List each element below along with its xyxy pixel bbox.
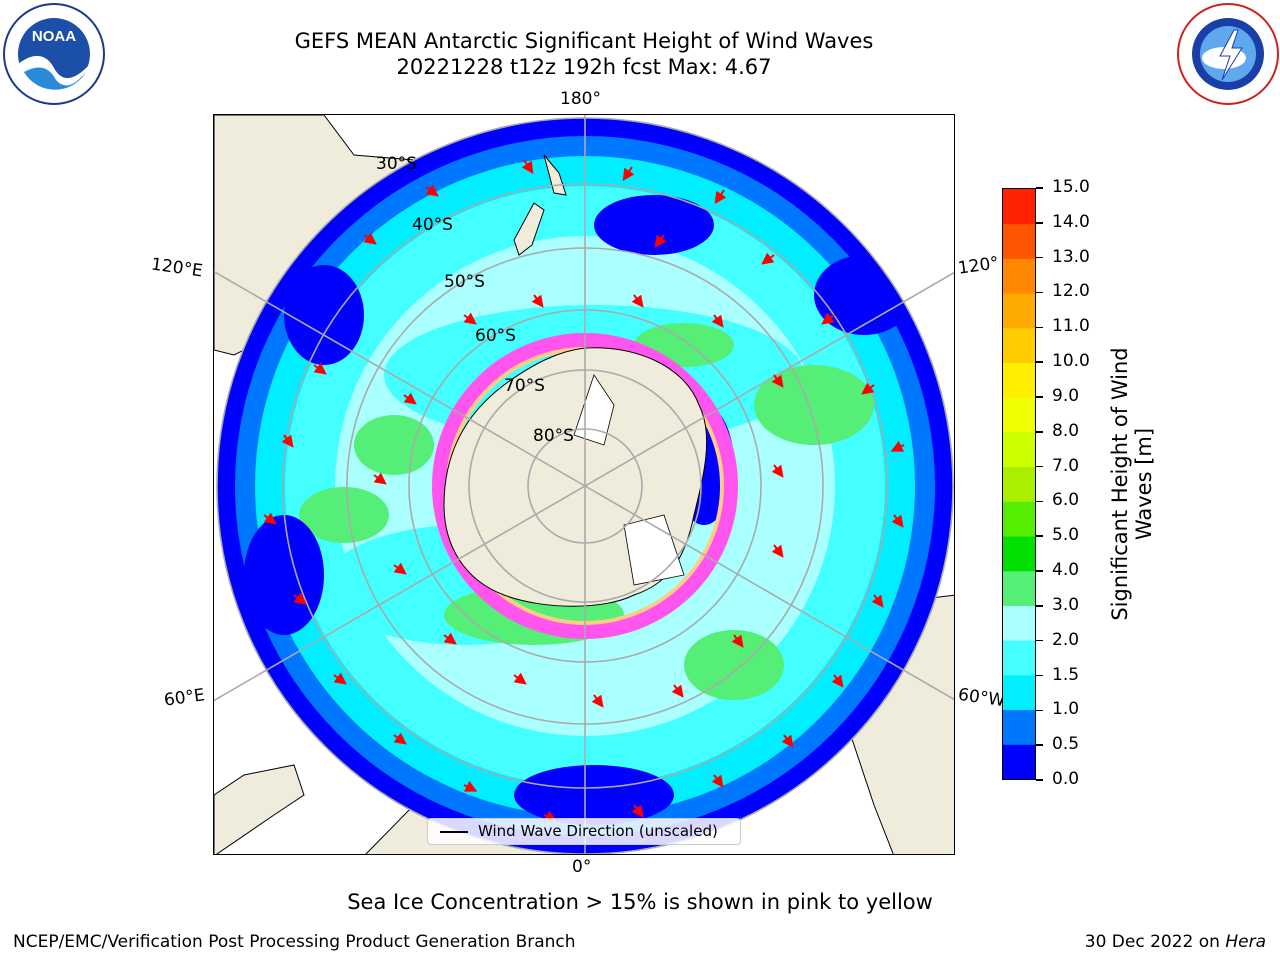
lon-label-120e: 120°E (149, 254, 204, 282)
footer-credit: NCEP/EMC/Verification Post Processing Pr… (13, 932, 576, 952)
colorbar-tick (1036, 396, 1043, 398)
colorbar-tick-label: 1.5 (1052, 664, 1080, 685)
colorbar-segment (1003, 570, 1035, 606)
colorbar-tick-label: 8.0 (1052, 420, 1080, 441)
sea-ice-note: Sea Ice Concentration > 15% is shown in … (347, 890, 933, 914)
lon-label-120w: 120° (956, 253, 1001, 279)
footer-date: 30 Dec 2022 on Hera (1085, 932, 1266, 952)
colorbar-tick (1036, 431, 1043, 433)
colorbar-tick (1036, 639, 1043, 642)
new-zealand-land (513, 154, 567, 256)
colorbar (1002, 188, 1036, 780)
wind-wave-arrows (263, 159, 905, 822)
colorbar-tick (1036, 744, 1043, 746)
legend-line-icon (440, 831, 468, 833)
lon-label-60e: 60°E (162, 685, 207, 711)
colorbar-tick-label: 11.0 (1052, 316, 1090, 337)
lat-label-60s: 60°S (475, 326, 516, 346)
footer-date-text: 30 Dec 2022 on (1084, 932, 1226, 952)
colorbar-tick-label: 6.0 (1052, 490, 1080, 511)
colorbar-segment (1003, 709, 1035, 745)
noaa-logo-icon: NOAA (3, 3, 105, 105)
colorbar-tick (1036, 222, 1043, 224)
colorbar-tick-label: 10.0 (1052, 351, 1090, 372)
weddell-ice-shelf (623, 514, 685, 586)
colorbar-tick-label: 5.0 (1052, 525, 1080, 546)
lon-label-60w: 60°W (956, 684, 1007, 712)
noaa-logo-text: NOAA (32, 28, 76, 45)
colorbar-segment (1003, 501, 1035, 537)
colorbar-tick (1036, 326, 1043, 329)
colorbar-segment (1003, 223, 1035, 259)
colorbar-tick-label: 3.0 (1052, 594, 1080, 615)
colorbar-tick (1036, 779, 1043, 781)
colorbar-tick-label: 0.5 (1052, 734, 1080, 755)
colorbar-segment (1003, 431, 1035, 468)
lat-label-30s: 30°S (376, 154, 417, 174)
colorbar-tick (1036, 291, 1043, 294)
colorbar-segment (1003, 327, 1035, 364)
colorbar-tick-label: 12.0 (1052, 281, 1090, 302)
colorbar-segment (1003, 536, 1035, 572)
colorbar-segment (1003, 640, 1035, 676)
map-subtitle: 20221228 t12z 192h fcst Max: 4.67 (396, 55, 772, 79)
map-title: GEFS MEAN Antarctic Significant Height o… (294, 29, 874, 53)
national-weather-service-logo-icon (1177, 3, 1279, 105)
legend-label: Wind Wave Direction (unscaled) (478, 822, 718, 840)
map-canvas: 30°S 40°S 50°S 60°S 70°S 80°S (214, 115, 954, 854)
colorbar-tick-label: 1.0 (1052, 699, 1080, 720)
colorbar-segment (1003, 362, 1035, 398)
footer-machine: Hera (1225, 932, 1266, 952)
colorbar-tick (1036, 465, 1043, 468)
colorbar-tick-label: 0.0 (1052, 769, 1080, 789)
colorbar-tick-label: 7.0 (1052, 455, 1080, 476)
colorbar-segment (1003, 258, 1035, 294)
colorbar-segment (1003, 605, 1035, 641)
colorbar-tick (1036, 500, 1043, 503)
lat-label-50s: 50°S (444, 272, 485, 292)
colorbar-segment (1003, 397, 1035, 433)
lon-label-180: 180° (560, 89, 601, 109)
colorbar-tick (1036, 256, 1043, 259)
colorbar-tick (1036, 674, 1043, 677)
colorbar-segment (1003, 293, 1035, 329)
graticule (214, 115, 954, 854)
colorbar-ticks: 0.0 0.5 1.0 1.5 2.0 3.0 4.0 5.0 6.0 7.0 8.0 9.0 10.0… (1036, 179, 1096, 788)
lat-label-40s: 40°S (412, 215, 453, 235)
colorbar-segment (1003, 466, 1035, 502)
colorbar-tick-label: 15.0 (1052, 177, 1090, 197)
ross-ice-shelf (573, 374, 615, 446)
colorbar-segment (1003, 674, 1035, 711)
colorbar-tick-label: 14.0 (1052, 211, 1090, 232)
colorbar-tick-label: 4.0 (1052, 560, 1080, 581)
colorbar-tick (1036, 535, 1043, 537)
colorbar-tick-label: 2.0 (1052, 629, 1080, 650)
map-legend: Wind Wave Direction (unscaled) (427, 818, 741, 845)
colorbar-tick-label: 13.0 (1052, 246, 1090, 267)
lat-label-70s: 70°S (504, 376, 545, 396)
colorbar-tick (1036, 570, 1043, 572)
antarctic-wave-height-map: 30°S 40°S 50°S 60°S 70°S 80°S (213, 114, 955, 855)
lat-label-80s: 80°S (533, 426, 574, 446)
colorbar-tick (1036, 187, 1043, 189)
colorbar-label: Significant Height of Wind Waves [m] (1108, 347, 1156, 621)
lon-label-0: 0° (572, 857, 592, 877)
colorbar-tick (1036, 709, 1043, 712)
colorbar-segment (1003, 744, 1035, 779)
colorbar-tick-label: 9.0 (1052, 385, 1080, 406)
africa-land (214, 764, 305, 854)
colorbar-tick (1036, 361, 1043, 363)
colorbar-segment (1003, 189, 1035, 225)
colorbar-tick (1036, 605, 1043, 607)
